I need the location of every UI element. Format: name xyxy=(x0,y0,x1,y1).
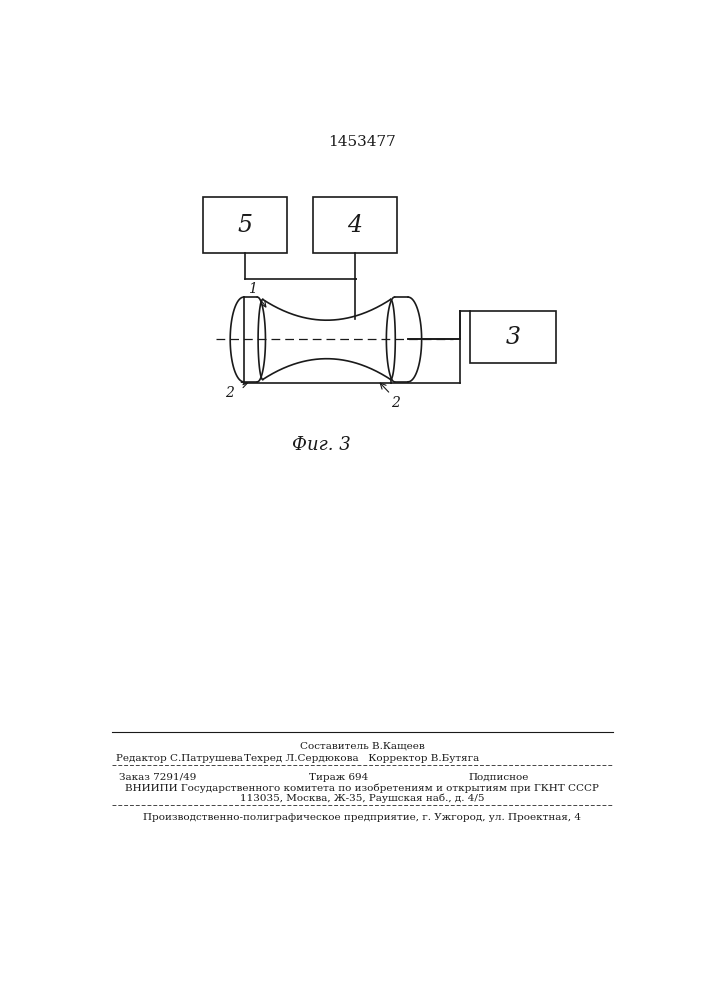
Text: 4: 4 xyxy=(347,214,363,237)
Text: 1453477: 1453477 xyxy=(328,135,396,149)
Text: Составитель В.Кащеев: Составитель В.Кащеев xyxy=(300,741,424,750)
Text: 3: 3 xyxy=(506,326,520,349)
Text: 2: 2 xyxy=(226,386,234,400)
Text: Редактор С.Патрушева: Редактор С.Патрушева xyxy=(115,754,243,763)
Text: 2: 2 xyxy=(391,396,399,410)
Bar xyxy=(470,311,556,363)
Text: Производственно-полиграфическое предприятие, г. Ужгород, ул. Проектная, 4: Производственно-полиграфическое предприя… xyxy=(143,813,581,822)
Bar xyxy=(203,197,287,253)
Text: 5: 5 xyxy=(238,214,252,237)
Text: Техред Л.Сердюкова   Корректор В.Бутяга: Техред Л.Сердюкова Корректор В.Бутяга xyxy=(245,754,479,763)
Text: Подписное: Подписное xyxy=(468,773,529,782)
Text: 113035, Москва, Ж-35, Раушская наб., д. 4/5: 113035, Москва, Ж-35, Раушская наб., д. … xyxy=(240,794,484,803)
Text: Фиг. 3: Фиг. 3 xyxy=(291,436,350,454)
Text: 1: 1 xyxy=(247,282,257,296)
Text: ВНИИПИ Государственного комитета по изобретениям и открытиям при ГКНТ СССР: ВНИИПИ Государственного комитета по изоб… xyxy=(125,784,599,793)
Text: Заказ 7291/49: Заказ 7291/49 xyxy=(119,773,197,782)
Text: Тираж 694: Тираж 694 xyxy=(309,773,368,782)
Bar xyxy=(313,197,397,253)
